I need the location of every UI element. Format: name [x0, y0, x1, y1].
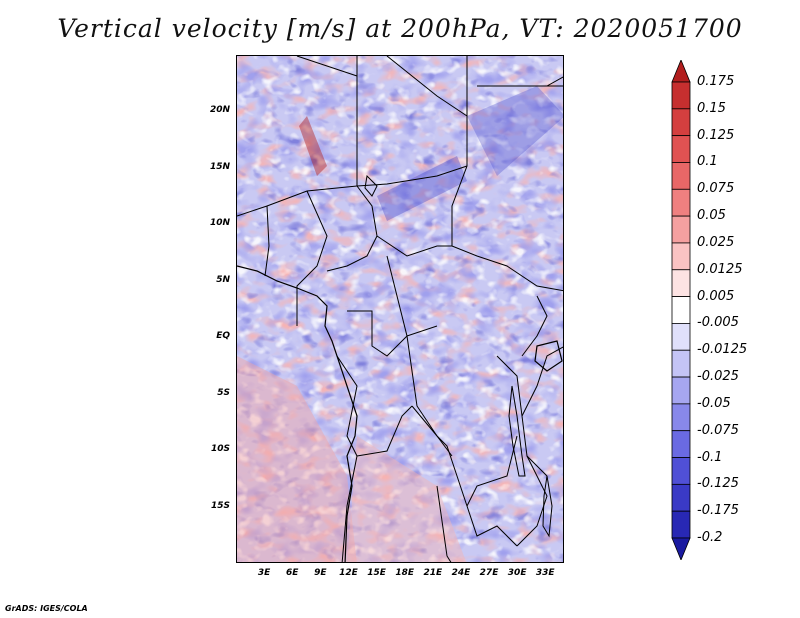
longitude-label: 9E: [314, 568, 327, 578]
colorbar-segment: [671, 162, 691, 190]
colorbar-max-arrow: [671, 60, 691, 83]
colorbar-label: 0.125: [697, 127, 735, 143]
colorbar-label: -0.05: [697, 395, 731, 411]
colorbar-label: 0.175: [697, 74, 735, 89]
northern-updraft-streak: [299, 116, 327, 176]
colorbar-label: 0.075: [697, 181, 735, 197]
coastline: [237, 265, 358, 562]
credit-text: GrADS: IGES/COLA: [5, 604, 88, 613]
colorbar-segment: [671, 242, 691, 271]
latitude-label: EQ: [216, 331, 230, 342]
longitude-label: 30E: [507, 568, 527, 578]
colorbar-label: -0.1: [697, 449, 723, 465]
southwest-updraft-band: [237, 356, 357, 562]
colorbar: [671, 60, 691, 560]
southern-updraft-band: [347, 436, 467, 562]
colorbar-segment: [671, 430, 691, 458]
colorbar-label: 0.0125: [697, 261, 743, 277]
latitude-label: 10N: [209, 218, 230, 229]
colorbar-label: -0.175: [697, 503, 739, 519]
longitude-label: 12E: [339, 568, 358, 578]
lake-victoria: [534, 340, 563, 372]
colorbar-label: -0.125: [697, 476, 739, 492]
latitude-label: 10S: [210, 444, 230, 455]
colorbar-segment: [671, 188, 691, 217]
northern-downdraft-streak: [377, 156, 467, 221]
longitude-label: 21E: [423, 568, 443, 578]
latitude-label: 5S: [217, 387, 230, 398]
northeast-downdraft-streak: [467, 86, 563, 176]
colorbar-segment: [671, 323, 691, 351]
latitude-label: 15S: [210, 500, 230, 511]
colorbar-label: -0.075: [697, 422, 739, 438]
longitude-label: 27E: [479, 568, 499, 578]
lake-tanganyika: [508, 385, 526, 477]
colorbar-label: 0.15: [697, 100, 726, 116]
lake-chad: [364, 174, 378, 197]
colorbar-segment: [671, 108, 691, 137]
colorbar-segment: [671, 349, 691, 378]
political-borders: [237, 56, 563, 562]
colorbar-label: 0.005: [697, 288, 735, 304]
colorbar-segment: [671, 403, 691, 432]
latitude-label: 5N: [216, 274, 230, 285]
colorbar-min-arrow: [671, 537, 691, 560]
longitude-label: 18E: [395, 568, 415, 578]
longitude-label: 15E: [367, 568, 386, 578]
colorbar-label: -0.2: [697, 530, 723, 545]
colorbar-segment: [671, 135, 691, 163]
colorbar-segment: [671, 510, 691, 539]
colorbar-segment: [671, 215, 691, 244]
colorbar-segment: [671, 483, 691, 512]
latitude-label: 20N: [209, 105, 230, 116]
map-panel: [236, 55, 564, 563]
longitude-label: 3E: [257, 568, 271, 578]
colorbar-label: 0.1: [697, 154, 718, 170]
longitude-label: 33E: [535, 568, 555, 578]
colorbar-segment: [671, 81, 691, 110]
colorbar-segment: [671, 296, 691, 324]
longitude-label: 24E: [451, 568, 471, 578]
colorbar-label: -0.025: [697, 369, 739, 385]
lake-malawi: [542, 475, 553, 538]
colorbar-label: 0.025: [697, 234, 735, 250]
colorbar-segment: [671, 376, 691, 405]
colorbar-label: -0.0125: [697, 342, 748, 358]
velocity-field-map: [237, 56, 563, 562]
longitude-label: 6E: [286, 568, 299, 578]
colorbar-segment: [671, 457, 691, 485]
colorbar-label: -0.005: [697, 315, 739, 331]
chart-title: Vertical velocity [m/s] at 200hPa, VT: 2…: [57, 14, 743, 43]
latitude-label: 15N: [209, 161, 230, 172]
colorbar-label: 0.05: [697, 208, 726, 224]
colorbar-segment: [671, 269, 691, 297]
